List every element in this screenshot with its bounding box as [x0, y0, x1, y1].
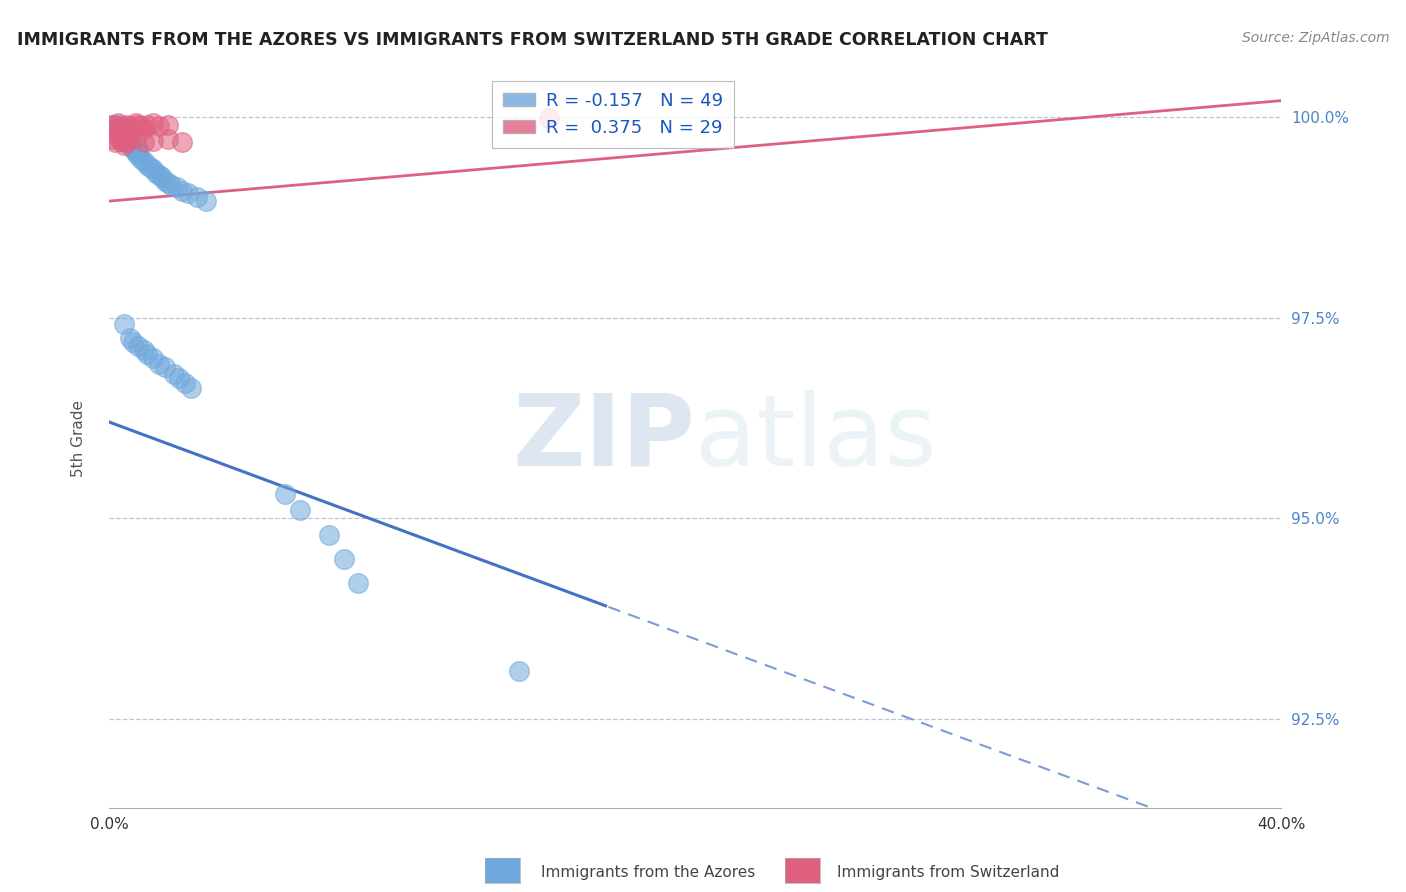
Point — [136, 158, 159, 172]
Point — [153, 360, 176, 375]
Point — [104, 121, 127, 136]
Point — [112, 137, 135, 152]
Point — [508, 664, 530, 678]
Point — [537, 112, 560, 126]
Point — [121, 334, 143, 349]
Point — [110, 134, 132, 148]
Point — [127, 148, 149, 162]
Point — [174, 376, 197, 391]
Point — [112, 317, 135, 331]
Point — [124, 145, 146, 160]
Point — [118, 132, 141, 146]
Legend: R = -0.157   N = 49, R =  0.375   N = 29: R = -0.157 N = 49, R = 0.375 N = 29 — [492, 81, 734, 148]
Text: atlas: atlas — [695, 390, 936, 487]
Point — [115, 136, 138, 150]
Point — [145, 166, 167, 180]
Point — [156, 176, 179, 190]
Point — [107, 129, 129, 144]
Point — [134, 136, 156, 150]
Point — [101, 118, 124, 132]
Point — [127, 142, 149, 156]
Point — [166, 180, 188, 194]
Point — [288, 503, 311, 517]
Point — [118, 120, 141, 134]
Point — [194, 194, 217, 208]
Point — [142, 134, 165, 148]
Point — [142, 351, 165, 365]
Point — [142, 116, 165, 130]
Point — [150, 169, 173, 184]
Point — [159, 178, 181, 192]
Point — [142, 161, 165, 176]
Point — [134, 343, 156, 357]
Point — [110, 128, 132, 142]
Point — [121, 142, 143, 156]
Point — [139, 160, 162, 174]
Point — [124, 116, 146, 130]
Point — [136, 118, 159, 132]
Point — [127, 339, 149, 353]
Text: IMMIGRANTS FROM THE AZORES VS IMMIGRANTS FROM SWITZERLAND 5TH GRADE CORRELATION : IMMIGRANTS FROM THE AZORES VS IMMIGRANTS… — [17, 31, 1047, 49]
Point — [318, 527, 340, 541]
Point — [107, 121, 129, 136]
Point — [118, 137, 141, 152]
Text: Source: ZipAtlas.com: Source: ZipAtlas.com — [1241, 31, 1389, 45]
Point — [274, 487, 297, 501]
Point — [121, 121, 143, 136]
Point — [136, 347, 159, 361]
Point — [110, 120, 132, 134]
Point — [124, 129, 146, 144]
Point — [104, 126, 127, 140]
Y-axis label: 5th Grade: 5th Grade — [72, 400, 86, 476]
Point — [115, 118, 138, 132]
Point — [134, 121, 156, 136]
Point — [115, 132, 138, 146]
Text: Immigrants from Switzerland: Immigrants from Switzerland — [837, 865, 1059, 880]
Text: Immigrants from the Azores: Immigrants from the Azores — [541, 865, 755, 880]
Point — [131, 120, 153, 134]
Point — [148, 357, 170, 371]
Point — [118, 331, 141, 345]
Point — [148, 120, 170, 134]
Point — [107, 116, 129, 130]
Point — [180, 381, 202, 395]
Point — [162, 367, 184, 381]
Point — [131, 152, 153, 166]
Point — [104, 136, 127, 150]
Point — [172, 136, 194, 150]
Point — [101, 132, 124, 146]
Point — [186, 190, 208, 204]
Point — [148, 168, 170, 182]
Point — [156, 132, 179, 146]
Point — [127, 118, 149, 132]
Point — [112, 121, 135, 136]
Point — [153, 174, 176, 188]
Point — [112, 129, 135, 144]
Point — [107, 118, 129, 132]
Point — [347, 575, 370, 590]
Point — [172, 184, 194, 198]
Point — [101, 118, 124, 132]
Point — [332, 551, 354, 566]
Point — [124, 144, 146, 158]
Point — [177, 186, 200, 200]
Point — [112, 136, 135, 150]
Point — [134, 153, 156, 168]
Point — [156, 118, 179, 132]
Text: ZIP: ZIP — [512, 390, 695, 487]
Point — [169, 371, 191, 385]
